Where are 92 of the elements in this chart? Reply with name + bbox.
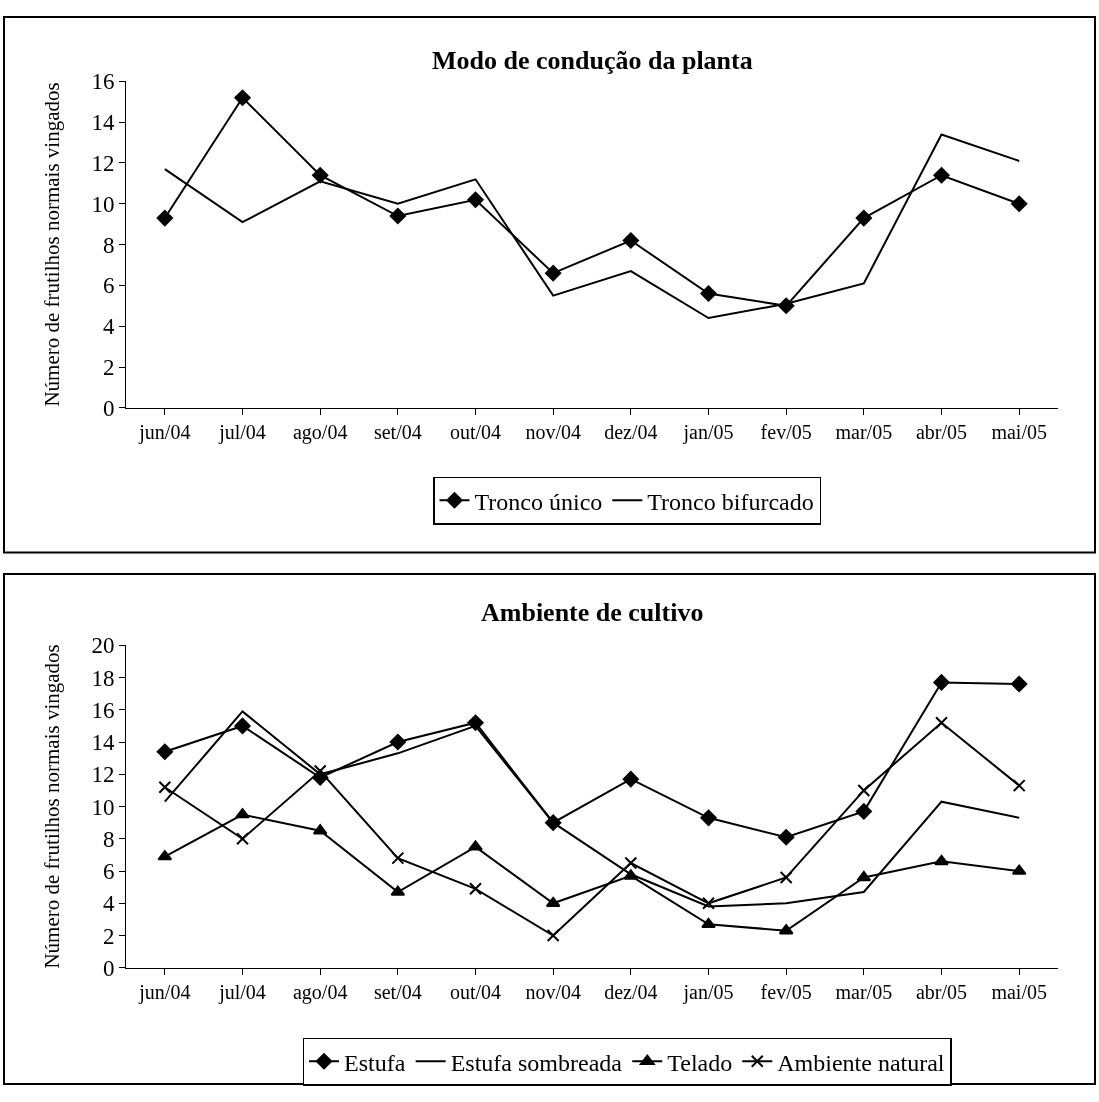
x-tick-label: out/04 [449, 980, 502, 1003]
point [234, 89, 251, 106]
point [467, 714, 484, 731]
y-tick-label: 4 [102, 891, 115, 917]
point [624, 856, 638, 870]
x-tick-label: dez/04 [604, 980, 658, 1003]
x-tick-label: ago/04 [292, 420, 348, 444]
point [1011, 675, 1028, 693]
point [235, 808, 250, 819]
y-tick-label: 4 [102, 314, 115, 340]
x-tick-label: jan/05 [682, 420, 734, 444]
y-tick-label: 6 [102, 859, 115, 885]
y-tick-label: 2 [102, 923, 115, 949]
point [389, 207, 406, 225]
x-tick-label: jun/04 [138, 980, 191, 1004]
y-tick-label: 20 [91, 633, 115, 659]
point [389, 733, 406, 751]
y-tick-label: 2 [102, 355, 115, 381]
y-tick-label: 0 [102, 955, 115, 981]
y-axis-title: Número de frutilhos normais vingados [40, 644, 65, 969]
point [391, 851, 405, 865]
point [158, 780, 172, 794]
point [545, 265, 562, 282]
y-tick-label: 12 [91, 762, 115, 788]
point [934, 854, 949, 866]
legend-label: Estufa sombreada [450, 1049, 623, 1076]
point [467, 191, 484, 208]
point [469, 882, 482, 896]
chart-title: Modo de condução da planta [432, 46, 753, 75]
point [702, 896, 715, 910]
y-tick-label: 16 [91, 697, 115, 723]
y-tick-label: 8 [102, 232, 115, 258]
x-tick-label: jun/04 [138, 420, 191, 444]
y-tick-label: 14 [91, 730, 115, 756]
point [312, 167, 329, 184]
chart-title: Ambiente de cultivo [481, 598, 704, 627]
x-tick-label: jan/05 [682, 980, 734, 1004]
legend-label: Ambiente natural [777, 1049, 945, 1076]
point [1012, 779, 1026, 793]
legend-label: Telado [667, 1049, 733, 1076]
y-tick-label: 14 [91, 110, 115, 136]
legend-label: Tronco bifurcado [647, 488, 814, 515]
x-tick-label: mai/05 [991, 420, 1047, 443]
point [236, 832, 249, 846]
x-tick-label: jul/04 [218, 980, 266, 1004]
y-tick-label: 10 [91, 794, 115, 820]
y-tick-label: 16 [91, 69, 115, 95]
y-tick-label: 10 [91, 191, 115, 217]
x-tick-label: set/04 [373, 980, 422, 1003]
x-tick-label: jul/04 [218, 420, 266, 444]
point [700, 809, 717, 826]
x-tick-label: mar/05 [835, 980, 893, 1003]
x-tick-label: dez/04 [604, 420, 658, 443]
point [933, 674, 950, 691]
y-tick-label: 18 [91, 665, 115, 691]
x-tick-label: set/04 [373, 420, 422, 443]
point [933, 167, 950, 184]
point [778, 829, 795, 846]
y-tick-label: 0 [102, 395, 115, 421]
point [935, 716, 948, 730]
point [545, 896, 561, 908]
point [857, 783, 871, 797]
y-tick-label: 6 [102, 273, 115, 299]
point [468, 840, 483, 851]
point [545, 814, 562, 831]
point [855, 209, 872, 227]
point [855, 803, 872, 820]
point [622, 770, 639, 788]
point [700, 285, 717, 302]
point [779, 871, 793, 885]
x-tick-label: mar/05 [835, 420, 893, 443]
legend-label: Estufa [344, 1049, 406, 1076]
x-tick-label: abr/05 [915, 420, 968, 443]
legend-label: Tronco único [474, 488, 603, 515]
y-axis-title: Número de frutilhos normais vingados [40, 82, 65, 407]
y-tick-label: 8 [102, 826, 115, 852]
point [1011, 195, 1028, 212]
x-tick-label: ago/04 [292, 980, 348, 1004]
x-tick-label: mai/05 [991, 980, 1047, 1003]
point [701, 917, 716, 929]
x-tick-label: fev/05 [760, 980, 812, 1003]
x-tick-label: nov/04 [525, 420, 581, 443]
x-tick-label: fev/05 [760, 420, 812, 443]
x-tick-label: abr/05 [915, 980, 968, 1003]
point [622, 232, 639, 249]
x-tick-label: nov/04 [525, 980, 581, 1003]
point [546, 929, 560, 943]
point [234, 717, 251, 735]
x-tick-label: out/04 [449, 420, 502, 443]
point [156, 743, 173, 760]
point [156, 209, 173, 227]
y-tick-label: 12 [91, 151, 115, 177]
